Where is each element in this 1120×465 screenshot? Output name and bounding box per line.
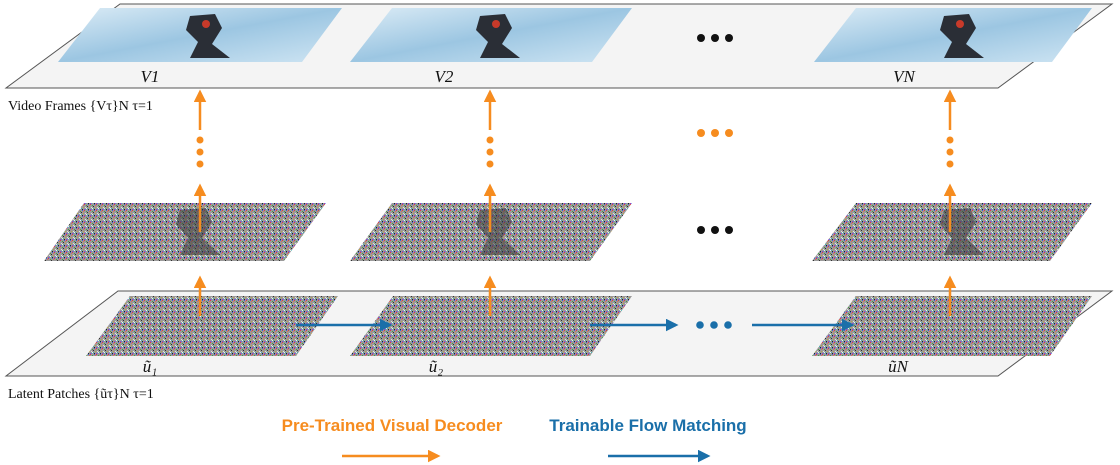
frame-label-2: V2 [435, 67, 454, 86]
flow-ellipsis [696, 321, 732, 329]
latent-label-n: ũN [888, 357, 910, 376]
latent-patches-caption: Latent Patches {ũτ}N τ=1 [8, 387, 154, 402]
latent-label-1: ũ₁ [143, 357, 157, 376]
frames-ellipsis [697, 34, 733, 42]
intermediate-frame-n [812, 203, 1092, 261]
intermediate-frame-1 [44, 203, 326, 261]
latent-patch-1 [86, 296, 338, 356]
intermediate-ellipsis [697, 226, 733, 234]
decoder-dots-n [946, 136, 954, 168]
frame-image-2 [350, 8, 632, 62]
video-frames-caption: Video Frames {Vτ}N τ=1 [8, 99, 153, 114]
decoder-dots-2 [486, 136, 494, 168]
legend-flow-label: Trainable Flow Matching [549, 416, 746, 435]
frame-image-n [814, 8, 1092, 62]
latent-label-2: ũ₂ [429, 357, 444, 376]
latent-patch-n [812, 296, 1092, 356]
legend-decoder-label: Pre-Trained Visual Decoder [282, 416, 503, 435]
decoder-dots-1 [196, 136, 204, 168]
decoder-ellipsis [697, 129, 733, 137]
frame-label-n: VN [893, 67, 916, 86]
frame-label-1: V1 [141, 67, 160, 86]
frame-image-1 [58, 8, 342, 62]
latent-patch-2 [350, 296, 632, 356]
